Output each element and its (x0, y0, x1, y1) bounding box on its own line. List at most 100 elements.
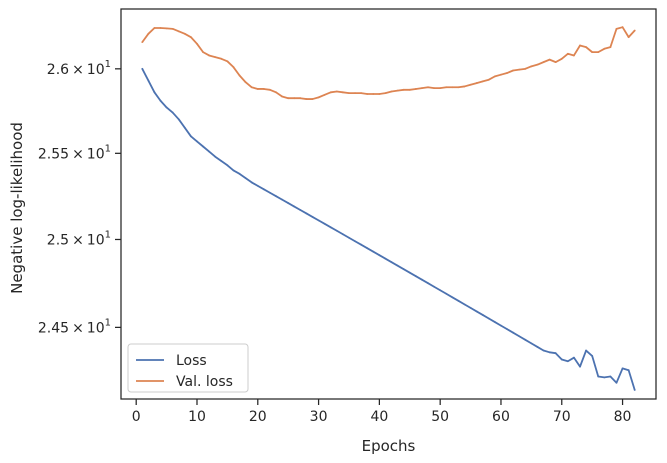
data-point (396, 264, 399, 267)
data-point (323, 222, 326, 225)
series-layer (141, 26, 636, 391)
data-point (256, 184, 259, 187)
data-point (530, 65, 533, 68)
data-point (311, 98, 314, 100)
data-point (250, 181, 253, 184)
data-point (244, 177, 247, 180)
data-point (378, 93, 381, 95)
data-point (214, 56, 217, 59)
data-point (603, 47, 606, 50)
legend-label-val-loss: Val. loss (176, 374, 233, 390)
data-point (633, 29, 636, 32)
data-point (196, 140, 198, 143)
data-point (597, 375, 600, 378)
data-point (262, 88, 265, 90)
data-point (554, 352, 557, 355)
data-point (518, 335, 521, 338)
data-point (548, 351, 551, 354)
data-point (445, 86, 448, 89)
data-point (548, 58, 551, 61)
data-point (293, 97, 296, 100)
data-point (329, 91, 332, 94)
data-point (433, 87, 435, 90)
data-point (603, 376, 606, 379)
data-point (238, 172, 241, 175)
data-point (402, 268, 405, 271)
data-point (585, 349, 587, 352)
data-point (232, 66, 235, 69)
data-point (439, 87, 442, 90)
data-point (524, 67, 527, 70)
data-point (506, 72, 508, 74)
data-point (238, 74, 241, 77)
data-point (396, 89, 399, 92)
data-point (208, 54, 211, 57)
legend: Loss Val. loss (127, 343, 249, 393)
data-point (493, 75, 496, 78)
data-point (633, 389, 636, 391)
data-point (585, 46, 587, 49)
data-point (177, 30, 180, 33)
series-line (141, 26, 636, 100)
data-point (348, 92, 350, 95)
data-point (433, 285, 435, 288)
data-point (256, 88, 259, 90)
data-point (335, 229, 338, 232)
y-axis: 2.45 × 101 2.5 × 101 2.55 × 101 2.6 × 101 (38, 59, 121, 336)
data-point (573, 54, 575, 57)
data-point (560, 57, 563, 60)
data-point (609, 46, 612, 49)
data-point (275, 195, 277, 198)
data-point (275, 91, 277, 94)
data-point (226, 60, 229, 63)
data-point (408, 88, 411, 91)
data-point (591, 51, 594, 54)
data-point (560, 358, 563, 361)
data-point (615, 27, 618, 30)
data-point (427, 86, 429, 89)
data-point (141, 67, 144, 70)
x-tick-label: 60 (492, 409, 510, 425)
data-point (299, 209, 302, 211)
data-point (171, 111, 174, 114)
y-tick-label: 2.5 × 101 (47, 229, 111, 248)
data-point (153, 27, 156, 29)
data-point (481, 80, 484, 83)
data-point (360, 243, 363, 246)
data-point (439, 289, 442, 292)
x-tick-label: 80 (614, 409, 632, 425)
data-point (287, 97, 290, 100)
x-tick-label: 30 (310, 409, 328, 425)
data-point (487, 317, 490, 320)
data-point (183, 126, 186, 129)
data-point (269, 191, 271, 194)
data-point (512, 69, 515, 72)
data-point (153, 91, 156, 94)
data-point (220, 160, 223, 162)
data-point (311, 216, 314, 218)
x-tick-label: 50 (431, 409, 449, 425)
data-point (354, 92, 356, 95)
data-point (141, 41, 144, 44)
data-point (329, 226, 332, 229)
data-point (475, 82, 478, 84)
data-point (183, 32, 186, 35)
data-point (554, 61, 557, 64)
data-point (372, 250, 375, 253)
data-point (463, 85, 466, 88)
data-point (579, 44, 581, 47)
data-point (457, 86, 460, 89)
data-point (293, 205, 296, 208)
data-point (147, 32, 150, 35)
data-point (469, 83, 472, 86)
data-point (366, 93, 369, 95)
data-point (421, 87, 423, 90)
data-point (317, 219, 320, 222)
legend-label-loss: Loss (176, 353, 207, 369)
data-point (372, 93, 375, 95)
data-point (566, 360, 569, 363)
data-point (220, 57, 223, 60)
data-point (518, 68, 521, 71)
